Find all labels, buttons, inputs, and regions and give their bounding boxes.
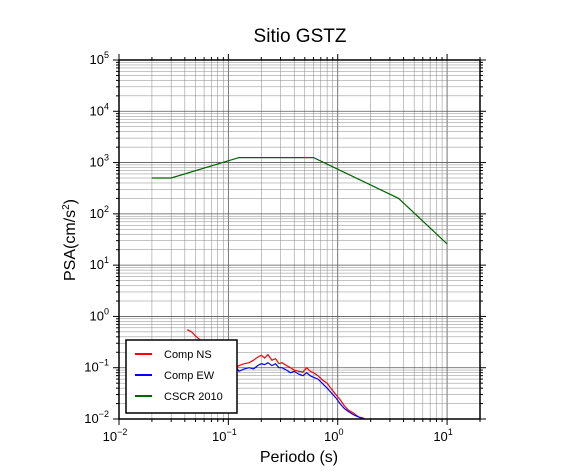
- y-tick-label: 104: [90, 101, 109, 118]
- legend-box: [125, 339, 238, 414]
- x-tick-label: 10−2: [103, 427, 128, 444]
- x-tick-label: 101: [433, 427, 452, 444]
- y-tick-label: 10−2: [84, 409, 109, 426]
- y-tick-label: 102: [90, 204, 109, 221]
- chart-title: Sitio GSTZ: [254, 26, 347, 47]
- x-tick-label-exponent: −1: [226, 427, 236, 437]
- x-axis-label: Periodo (s): [260, 449, 338, 466]
- y-tick-label: 10−1: [84, 358, 109, 375]
- x-tick-label-base: 10: [103, 429, 117, 444]
- y-tick-label-base: 10: [84, 411, 98, 426]
- y-tick-label-exponent: −2: [99, 409, 109, 419]
- y-tick-label-base: 10: [90, 155, 104, 170]
- x-tick-label-base: 10: [324, 429, 338, 444]
- y-axis-label-base: PSA(cm/s: [62, 210, 79, 281]
- legend-items: Comp NS Comp EW CSCR 2010: [135, 349, 223, 403]
- legend-label-3: CSCR 2010: [164, 391, 223, 403]
- y-tick-label-base: 10: [90, 257, 104, 272]
- x-tick-label-exponent: 0: [338, 427, 343, 437]
- y-tick-label-exponent: 1: [104, 255, 109, 265]
- y-tick-label-base: 10: [90, 308, 104, 323]
- x-tick-label-base: 10: [433, 429, 447, 444]
- y-tick-label-base: 10: [90, 52, 104, 67]
- legend-label-1: Comp NS: [164, 349, 212, 361]
- y-tick-label-exponent: 5: [104, 50, 109, 60]
- y-tick-label: 100: [90, 306, 109, 323]
- y-tick-label-exponent: −1: [99, 358, 109, 368]
- y-axis-label: PSA(cm/s2): [61, 199, 79, 281]
- y-tick-label-exponent: 3: [104, 153, 109, 163]
- y-tick-label: 105: [90, 50, 109, 67]
- legend: Comp NS Comp EW CSCR 2010: [125, 339, 238, 414]
- y-axis-label-tail: ): [62, 199, 79, 204]
- y-tick-label-base: 10: [90, 206, 104, 221]
- x-tick-label: 100: [324, 427, 343, 444]
- y-axis-label-sup: 2: [61, 204, 72, 210]
- y-tick-label-exponent: 0: [104, 306, 109, 316]
- x-tick-label-base: 10: [212, 429, 226, 444]
- series-line-3: [151, 157, 448, 245]
- y-tick-label: 101: [90, 255, 109, 272]
- y-tick-label: 103: [90, 153, 109, 170]
- grid: [118, 59, 481, 420]
- x-tick-label-exponent: 1: [448, 427, 453, 437]
- legend-label-2: Comp EW: [164, 370, 215, 382]
- y-tick-label-exponent: 2: [104, 204, 109, 214]
- x-tick-label: 10−1: [212, 427, 237, 444]
- plot-frame: [118, 59, 481, 420]
- y-tick-label-base: 10: [90, 103, 104, 118]
- y-tick-label-exponent: 4: [104, 101, 109, 111]
- x-tick-label-exponent: −2: [117, 427, 127, 437]
- y-tick-label-base: 10: [84, 360, 98, 375]
